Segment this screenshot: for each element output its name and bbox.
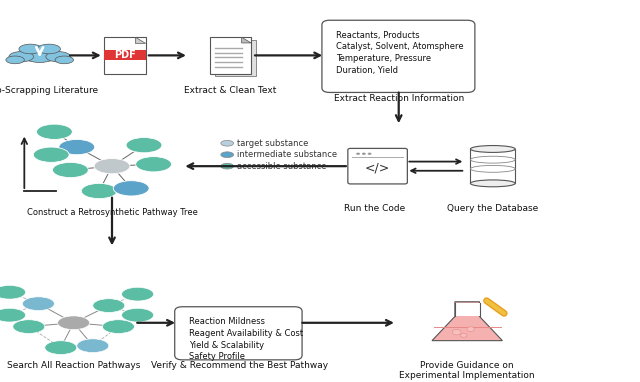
Ellipse shape	[37, 44, 60, 54]
Polygon shape	[432, 302, 502, 341]
Ellipse shape	[22, 297, 54, 311]
Ellipse shape	[93, 299, 125, 312]
Ellipse shape	[9, 52, 33, 62]
Text: Query the Database: Query the Database	[447, 204, 538, 213]
Ellipse shape	[470, 146, 515, 152]
Ellipse shape	[45, 341, 77, 354]
Ellipse shape	[36, 124, 72, 139]
Text: Run the Code: Run the Code	[344, 204, 405, 213]
Ellipse shape	[19, 44, 42, 54]
Text: Search All Reaction Pathways: Search All Reaction Pathways	[7, 361, 140, 370]
Circle shape	[452, 330, 461, 335]
Ellipse shape	[102, 320, 134, 333]
Ellipse shape	[221, 140, 234, 146]
Ellipse shape	[94, 159, 130, 174]
FancyBboxPatch shape	[210, 37, 252, 73]
FancyBboxPatch shape	[470, 149, 515, 183]
Ellipse shape	[470, 180, 515, 187]
Text: Verify & Recommend the Best Pathway: Verify & Recommend the Best Pathway	[152, 361, 328, 370]
Circle shape	[467, 327, 474, 331]
Text: Construct a Retrosynthetic Pathway Tree: Construct a Retrosynthetic Pathway Tree	[27, 208, 197, 217]
Ellipse shape	[52, 162, 88, 178]
Ellipse shape	[13, 320, 45, 333]
Ellipse shape	[6, 56, 24, 64]
Ellipse shape	[136, 157, 172, 172]
Ellipse shape	[122, 287, 154, 301]
FancyBboxPatch shape	[104, 50, 146, 60]
Text: Reactants, Products
Catalyst, Solvent, Atomsphere
Temperature, Pressure
Duration: Reactants, Products Catalyst, Solvent, A…	[336, 31, 463, 75]
Ellipse shape	[55, 56, 74, 64]
Text: Extract Reaction Information: Extract Reaction Information	[333, 94, 464, 103]
Ellipse shape	[126, 138, 162, 153]
Text: Provide Guidance on
Experimental Implementation: Provide Guidance on Experimental Impleme…	[399, 361, 535, 380]
Polygon shape	[136, 37, 146, 44]
Ellipse shape	[221, 152, 234, 157]
Ellipse shape	[23, 49, 56, 62]
FancyBboxPatch shape	[455, 303, 479, 316]
Text: </>: </>	[365, 162, 390, 175]
Ellipse shape	[77, 339, 109, 353]
FancyBboxPatch shape	[175, 307, 302, 360]
Text: target substance: target substance	[237, 139, 308, 148]
Circle shape	[356, 153, 360, 155]
Ellipse shape	[113, 181, 149, 196]
Ellipse shape	[122, 308, 154, 322]
Text: PDF: PDF	[114, 50, 136, 60]
Ellipse shape	[0, 308, 26, 322]
Circle shape	[367, 153, 372, 155]
FancyBboxPatch shape	[322, 20, 475, 92]
Text: Reaction Mildness
Reagent Availability & Cost
Yield & Scalability
Safety Profile: Reaction Mildness Reagent Availability &…	[189, 317, 303, 361]
FancyBboxPatch shape	[104, 37, 146, 73]
Ellipse shape	[221, 163, 234, 169]
Ellipse shape	[58, 316, 90, 330]
FancyBboxPatch shape	[348, 149, 407, 184]
Text: Extract & Clean Text: Extract & Clean Text	[184, 86, 276, 95]
Circle shape	[362, 153, 366, 155]
Ellipse shape	[81, 183, 117, 199]
Ellipse shape	[46, 52, 70, 62]
Polygon shape	[241, 37, 251, 43]
Circle shape	[461, 333, 467, 337]
Ellipse shape	[59, 139, 95, 155]
Ellipse shape	[33, 147, 69, 162]
Ellipse shape	[0, 285, 26, 299]
Text: accessible substance: accessible substance	[237, 162, 326, 171]
Text: Web-Scrapping Literature: Web-Scrapping Literature	[0, 86, 98, 95]
Text: intermediate substance: intermediate substance	[237, 150, 337, 159]
FancyBboxPatch shape	[215, 40, 256, 76]
